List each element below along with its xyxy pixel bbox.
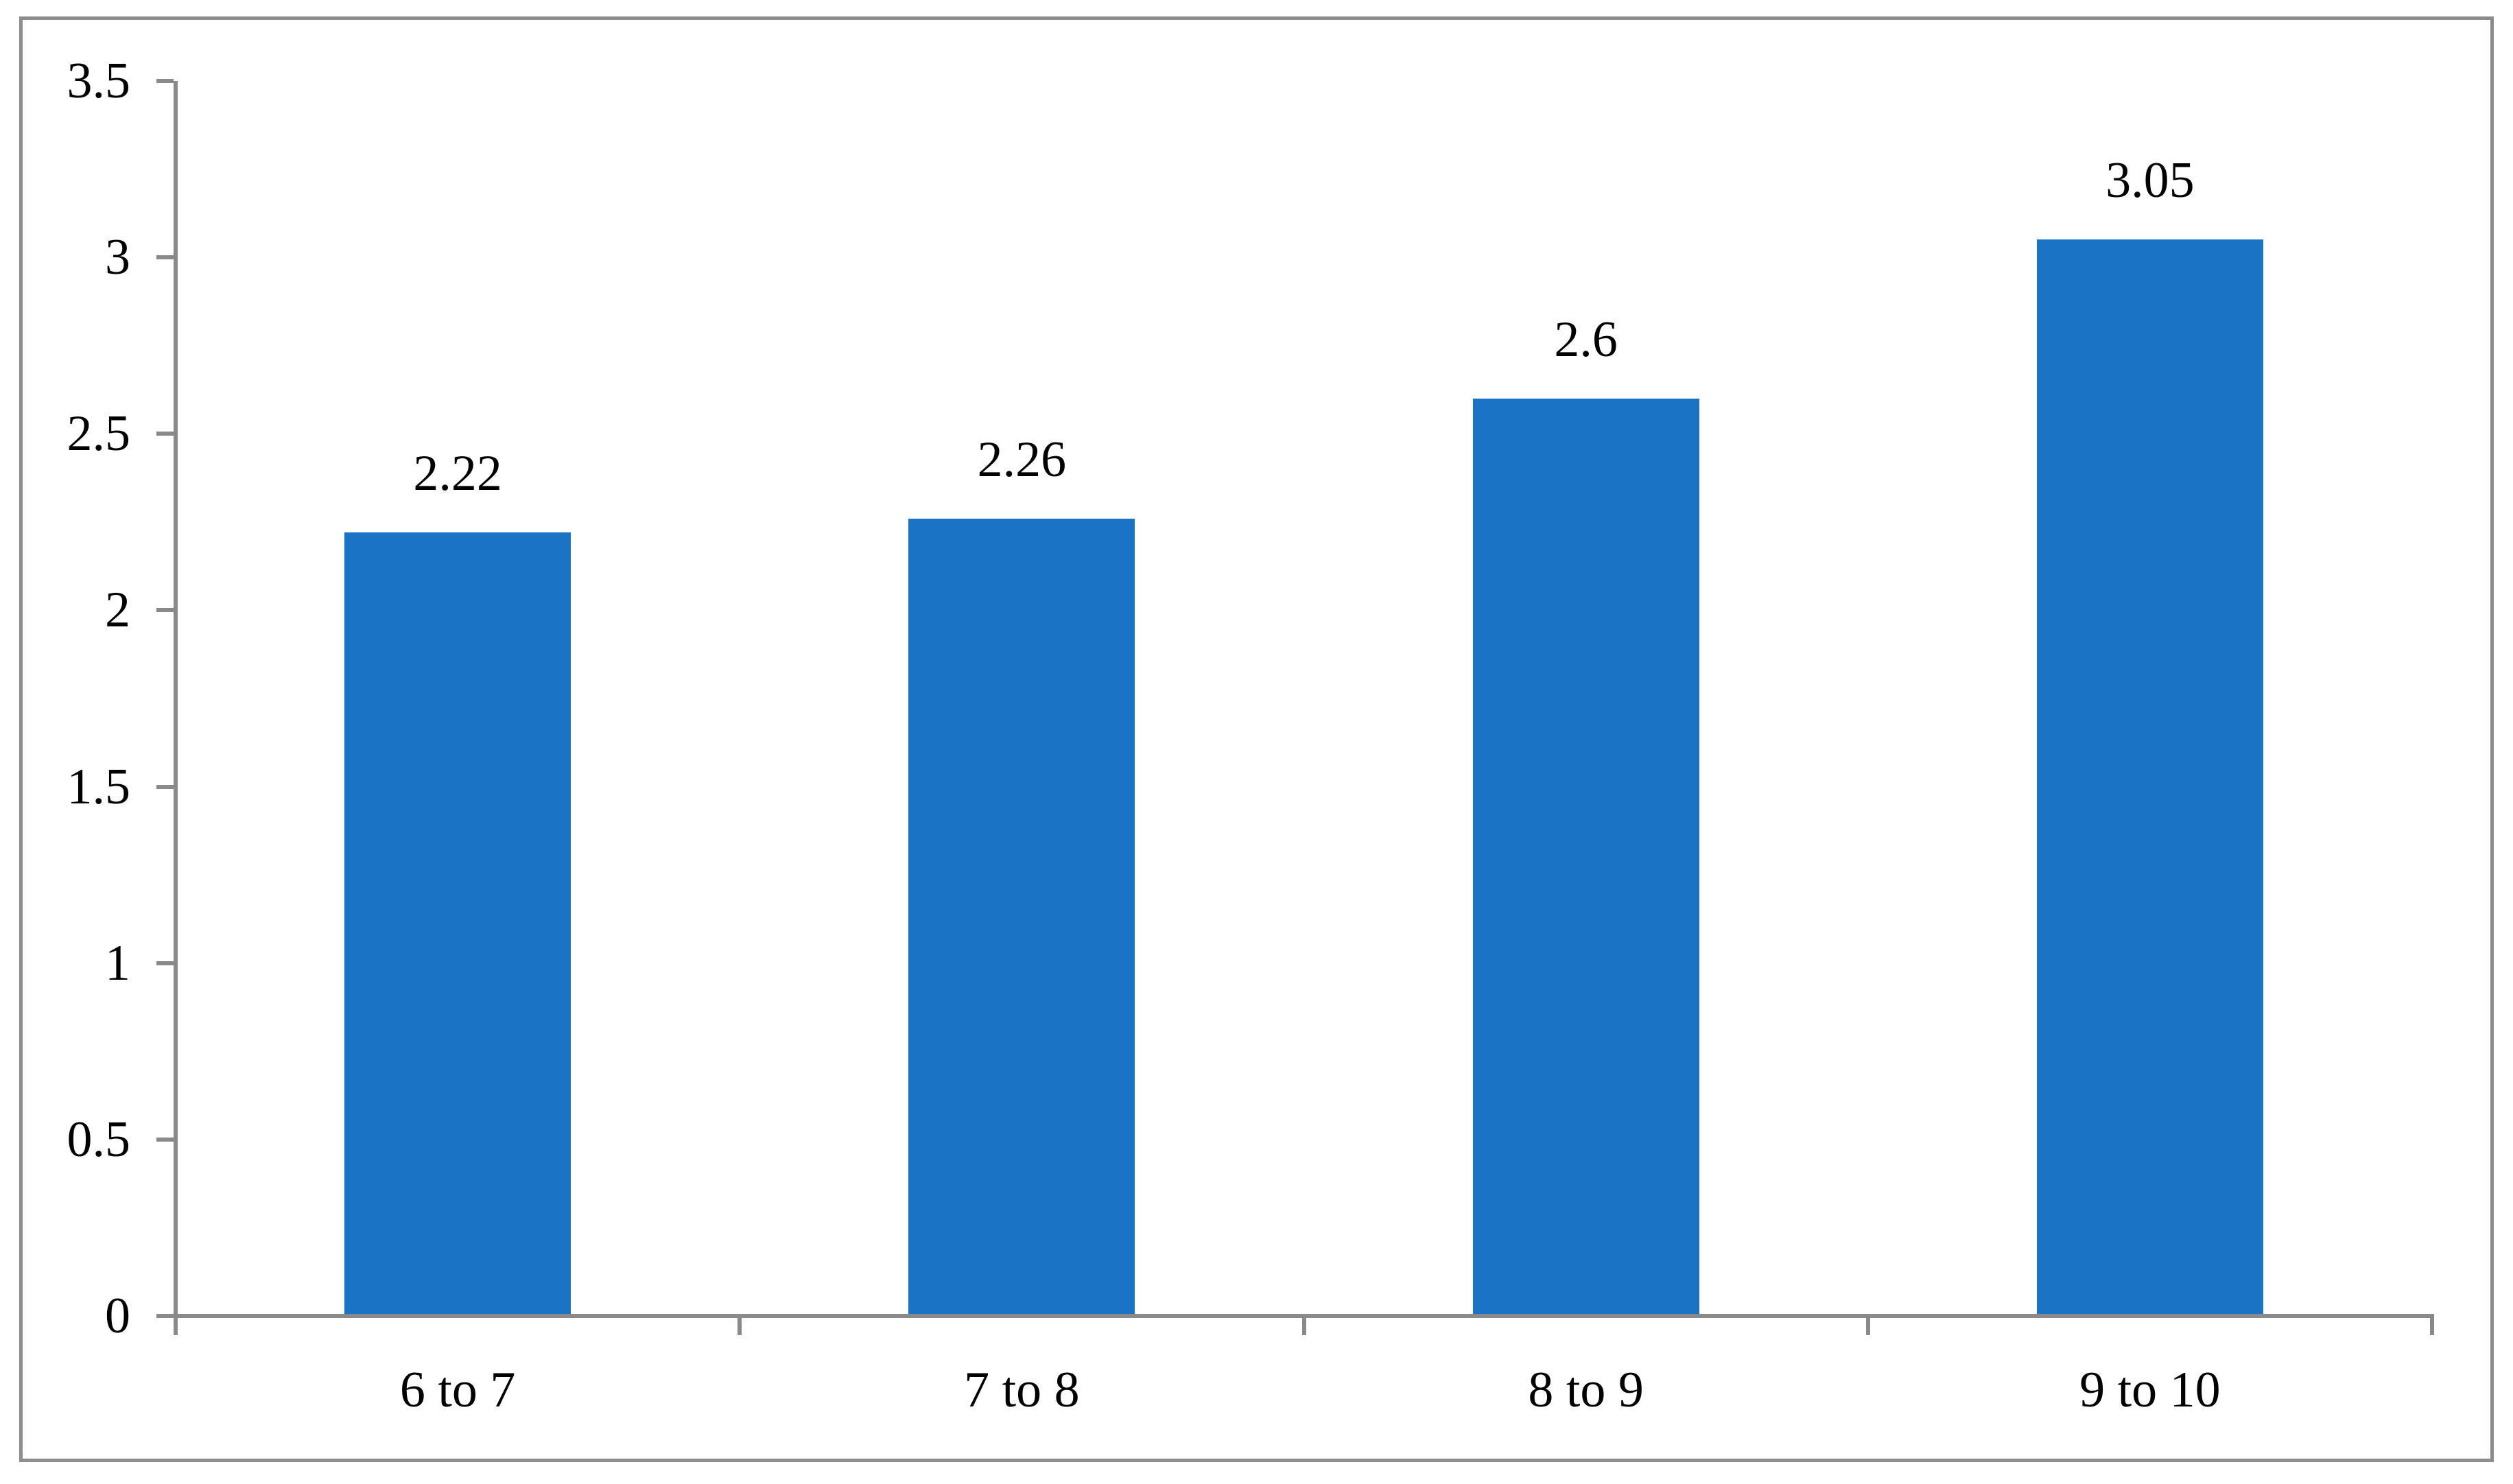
y-axis-tick [156, 608, 174, 613]
y-axis-tick-label: 2 [105, 582, 130, 639]
bar-8-to-9 [1472, 398, 1699, 1316]
x-axis-category-label: 6 to 7 [399, 1362, 516, 1418]
y-axis-tick [156, 255, 174, 260]
bar-9-to-10 [2036, 239, 2263, 1316]
y-axis-tick-label: 0 [105, 1288, 130, 1344]
y-axis-tick [156, 79, 174, 83]
x-axis-tick [2430, 1316, 2434, 1335]
y-axis-line [174, 81, 178, 1335]
bar-value-label: 2.6 [1554, 311, 1618, 368]
x-axis-tick [1865, 1316, 1870, 1335]
y-axis-tick-label: 1 [105, 934, 130, 991]
y-axis-tick-label: 3 [105, 229, 130, 286]
y-axis-tick-label: 1.5 [67, 758, 131, 815]
bar-value-label: 3.05 [2105, 152, 2195, 209]
y-axis-tick-label: 0.5 [67, 1111, 131, 1168]
x-axis-category-label: 9 to 10 [2079, 1362, 2221, 1418]
x-axis-category-label: 8 to 9 [1528, 1362, 1644, 1418]
y-axis-tick [156, 1314, 174, 1318]
x-axis-category-label: 7 to 8 [964, 1362, 1080, 1418]
y-axis-tick-label: 2.5 [67, 405, 131, 462]
bar-value-label: 2.26 [977, 431, 1067, 488]
y-axis-tick-label: 3.5 [67, 53, 131, 109]
y-axis-tick [156, 784, 174, 789]
y-axis-tick [156, 1137, 174, 1142]
x-axis-tick [738, 1316, 742, 1335]
y-axis-tick [156, 432, 174, 436]
x-axis-tick [1301, 1316, 1306, 1335]
bar-7-to-8 [908, 518, 1135, 1316]
y-axis-tick [156, 961, 174, 965]
bar-value-label: 2.22 [413, 445, 502, 502]
bar-6-to-7 [344, 532, 571, 1316]
